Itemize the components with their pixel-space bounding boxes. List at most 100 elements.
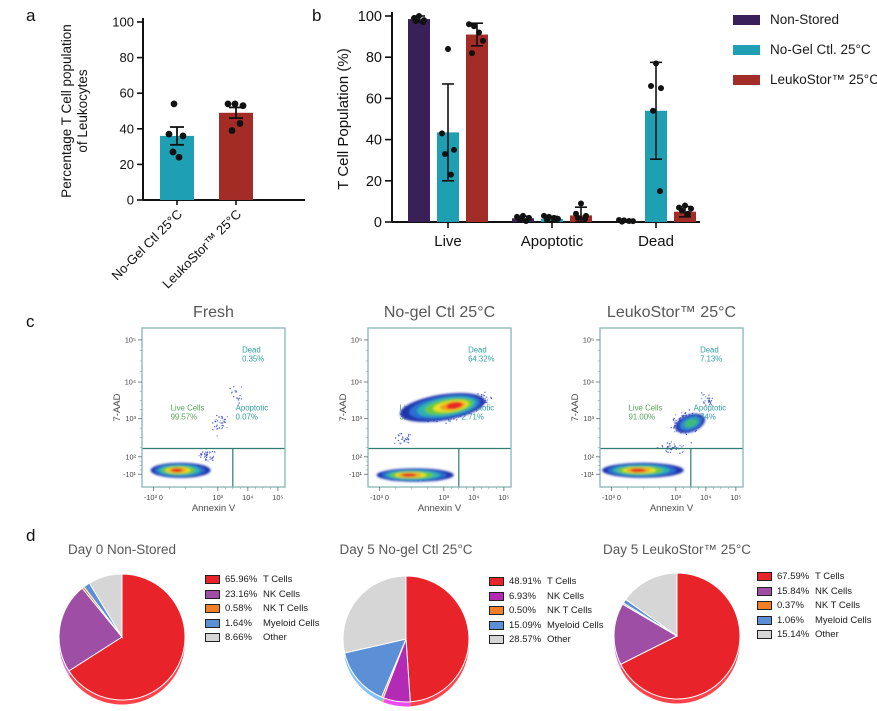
y-axis-title: of Leukocytes bbox=[75, 69, 90, 153]
gate-value-live: 91.00% bbox=[629, 413, 656, 422]
pie-chart-day5-nogel bbox=[342, 575, 470, 707]
pie-legend-percent: 23.16% bbox=[225, 588, 258, 600]
gate-value-apoptotic: 1.74% bbox=[694, 413, 716, 422]
pie-legend-label: NK Cells bbox=[547, 590, 584, 602]
bar bbox=[466, 34, 488, 222]
data-point bbox=[578, 200, 584, 207]
bar bbox=[160, 135, 194, 200]
data-point bbox=[448, 171, 454, 178]
legend-item: Non-Stored bbox=[733, 12, 877, 27]
panel-a-label: a bbox=[26, 6, 36, 25]
pie-legend-swatch bbox=[205, 589, 220, 599]
data-point bbox=[575, 214, 581, 221]
y-tick-label: 10⁴ bbox=[125, 378, 136, 387]
data-point bbox=[165, 130, 173, 138]
y-tick-label: 0 bbox=[127, 193, 134, 208]
data-point bbox=[451, 146, 457, 153]
data-point bbox=[169, 148, 177, 156]
pie-legend-item: 48.91% T Cells bbox=[489, 576, 604, 587]
x-tick-label: 10⁴ bbox=[468, 493, 479, 502]
pie-title-day0-nonstored: Day 0 Non-Stored bbox=[67, 542, 177, 557]
data-point bbox=[466, 21, 472, 28]
data-point bbox=[469, 50, 475, 57]
plot-background bbox=[142, 328, 285, 487]
pie-legend-swatch bbox=[489, 577, 504, 586]
y-tick-label: 10⁵ bbox=[125, 336, 136, 345]
pie-title-day5-nogel: Day 5 No-gel Ctl 25°C bbox=[339, 542, 473, 557]
y-tick-label: 10⁵ bbox=[583, 336, 594, 345]
data-point bbox=[653, 60, 659, 67]
data-point bbox=[179, 132, 187, 140]
x-category-label: Apoptotic bbox=[521, 233, 584, 250]
pie-legend-swatch bbox=[489, 606, 504, 615]
gate-value-live: 99.57% bbox=[171, 413, 198, 422]
y-tick-label: -10¹ bbox=[581, 470, 595, 479]
pie-slice bbox=[342, 575, 407, 654]
plot-frame bbox=[599, 327, 744, 488]
data-point bbox=[544, 216, 550, 223]
pie-chart-day0-nonstored bbox=[58, 573, 186, 705]
y-tick-label: 80 bbox=[366, 50, 382, 66]
pie-legend-label: NK T Cells bbox=[815, 600, 861, 611]
y-tick-label: 60 bbox=[366, 91, 382, 107]
y-tick-label: 0 bbox=[374, 215, 382, 231]
pie-legend-percent: 6.93% bbox=[509, 590, 536, 602]
x-tick-label: 10⁴ bbox=[700, 493, 711, 502]
bar bbox=[219, 112, 253, 200]
data-point bbox=[688, 205, 694, 212]
pie-legend-swatch bbox=[489, 591, 504, 601]
y-tick-label: 40 bbox=[366, 133, 382, 149]
y-tick-label: 60 bbox=[120, 86, 134, 101]
data-point bbox=[480, 37, 486, 44]
pie-legend-item: 67.59% T Cells bbox=[757, 571, 872, 582]
flow-plot-title-leukostor: LeukoStor™ 25°C bbox=[606, 304, 737, 321]
data-point bbox=[517, 216, 523, 223]
pie-legend-label: Other bbox=[547, 634, 571, 645]
y-tick-label: 10⁵ bbox=[351, 336, 362, 345]
pie-legend-percent: 28.57% bbox=[509, 634, 542, 645]
data-point bbox=[523, 217, 529, 224]
flow-cytometry-plot-nogel: Live Cells32.97%Apoptotic2.71%Dead64.32%… bbox=[338, 327, 512, 514]
plot-background bbox=[600, 328, 743, 487]
pie-legend-percent: 1.06% bbox=[777, 614, 804, 626]
gate-value-apoptotic: 0.07% bbox=[236, 413, 258, 422]
pie-legend-label: Other bbox=[263, 632, 287, 643]
pie-legend-percent: 65.96% bbox=[225, 574, 258, 585]
panel-b-label: b bbox=[312, 6, 322, 25]
x-axis-title: Annexin V bbox=[650, 503, 694, 514]
y-tick-label: 100 bbox=[112, 15, 134, 30]
x-category-label: Dead bbox=[638, 233, 674, 250]
pie-legend-percent: 67.59% bbox=[777, 571, 810, 582]
y-tick-label: 10³ bbox=[583, 414, 594, 423]
pie-legend-label: Myeloid Cells bbox=[263, 617, 320, 629]
legend-label: No-Gel Ctl. 25°C bbox=[770, 42, 871, 57]
y-tick-label: 100 bbox=[358, 9, 382, 25]
pie-legend-day5-nogel: 48.91% T Cells 6.93% NK Cells 0.50% NK T Cell… bbox=[489, 576, 604, 649]
y-tick-label: 20 bbox=[366, 174, 382, 190]
pie-legend-item: 6.93% NK Cells bbox=[489, 591, 604, 602]
y-tick-label: 20 bbox=[120, 157, 134, 172]
plot-frame bbox=[367, 327, 512, 488]
legend-swatch bbox=[733, 44, 760, 55]
data-point bbox=[648, 83, 654, 90]
y-tick-label: 40 bbox=[120, 121, 134, 136]
legend-swatch bbox=[733, 14, 760, 25]
pie-legend-label: NK Cells bbox=[263, 588, 300, 600]
plot-frame bbox=[141, 327, 286, 488]
pie-legend-day0-nonstored: 65.96% T Cells 23.16% NK Cells 0.58% NK T Cel… bbox=[205, 574, 320, 647]
data-point bbox=[445, 45, 451, 52]
x-tick-label: 10⁵ bbox=[272, 493, 283, 502]
data-point bbox=[555, 215, 561, 222]
pie-legend-percent: 15.09% bbox=[509, 619, 542, 631]
x-tick-label: 10⁴ bbox=[242, 493, 253, 502]
data-point bbox=[170, 100, 178, 108]
data-point bbox=[476, 29, 482, 36]
gate-value-apoptotic: 2.71% bbox=[462, 413, 484, 422]
pie-legend-item: 15.84% NK Cells bbox=[757, 586, 872, 597]
pie-legend-percent: 0.50% bbox=[509, 605, 536, 616]
pie-legend-percent: 48.91% bbox=[509, 576, 542, 587]
gate-label-dead: Dead bbox=[468, 346, 487, 355]
data-point bbox=[658, 85, 664, 92]
pie-legend-label: Other bbox=[815, 629, 839, 640]
